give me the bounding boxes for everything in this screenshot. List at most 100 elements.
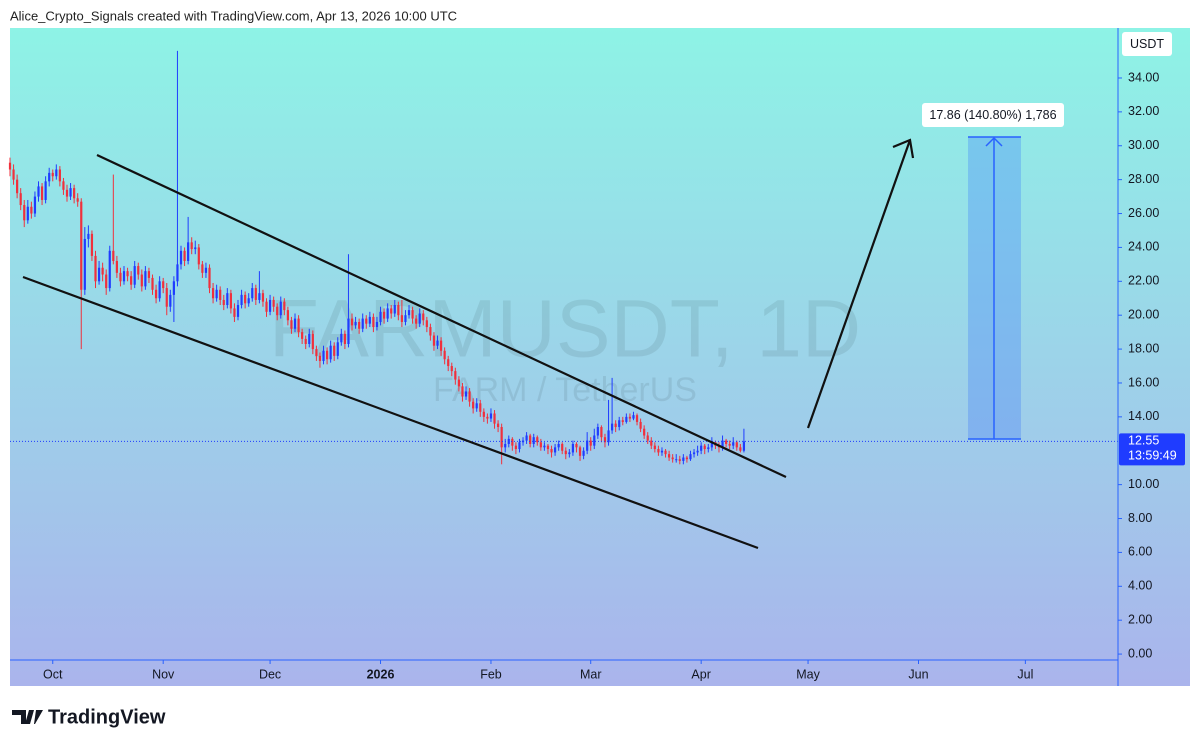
- candle-body: [685, 457, 689, 460]
- candle-body: [343, 333, 346, 344]
- candle-body: [340, 333, 343, 343]
- y-tick-label: 26.00: [1128, 206, 1159, 220]
- candle-body: [176, 264, 179, 282]
- candle-body: [457, 379, 461, 387]
- unit-box: [1122, 32, 1172, 56]
- candle-body: [628, 416, 632, 419]
- candle-body: [646, 435, 649, 441]
- candle-body: [122, 271, 126, 282]
- candle-body: [400, 315, 404, 322]
- candle-body: [432, 335, 436, 346]
- candle-body: [700, 445, 703, 451]
- candle-body: [333, 345, 336, 356]
- candle-body: [286, 310, 289, 321]
- candle-body: [90, 233, 94, 256]
- y-tick-label: 30.00: [1128, 138, 1159, 152]
- candle-body: [447, 359, 450, 367]
- candle-body: [472, 401, 475, 409]
- candle-body: [55, 169, 58, 177]
- candle-body: [575, 443, 578, 448]
- candle-body: [393, 305, 396, 314]
- candle-body: [596, 427, 599, 436]
- candle-body: [732, 442, 735, 446]
- candle-body: [653, 445, 656, 450]
- candle-body: [429, 327, 432, 336]
- y-tick-label: 0.00: [1128, 646, 1152, 660]
- candle-body: [454, 371, 457, 380]
- candle-body: [728, 443, 731, 446]
- candle-body: [550, 449, 553, 453]
- candle-body: [112, 250, 115, 261]
- candle-body: [710, 442, 713, 448]
- candle-body: [119, 272, 122, 282]
- candle-body: [404, 315, 407, 322]
- candle-body: [461, 386, 464, 397]
- x-tick-label: Oct: [43, 667, 63, 681]
- candle-body: [578, 447, 582, 456]
- candle-body: [293, 318, 297, 329]
- candle-body: [425, 320, 428, 328]
- candle-body: [37, 186, 40, 197]
- candle-body: [724, 440, 728, 444]
- x-tick-label: Dec: [259, 667, 281, 681]
- candle-body: [689, 454, 692, 460]
- candle-body: [87, 233, 90, 239]
- candle-body: [422, 313, 425, 321]
- candle-body: [671, 457, 674, 460]
- trend-line-upper: [96, 154, 787, 478]
- y-tick-label: 14.00: [1128, 409, 1159, 423]
- watermark-title: FARMUSDT, 1D: [269, 284, 861, 375]
- x-tick-label: Jun: [908, 667, 928, 681]
- candle-body: [215, 289, 218, 299]
- candle-body: [283, 301, 286, 311]
- candle-body: [721, 440, 724, 448]
- candle-body: [247, 298, 250, 304]
- candle-body: [610, 423, 614, 431]
- candle-body: [226, 293, 229, 306]
- last-price-label: 12.55: [1128, 434, 1159, 448]
- candle-body: [261, 293, 265, 302]
- candle-body: [80, 201, 83, 290]
- candle-body: [172, 281, 175, 295]
- candle-body: [76, 198, 79, 202]
- candle-body: [561, 443, 564, 451]
- candle-body: [297, 318, 300, 333]
- candle-body: [564, 450, 567, 455]
- candle-body: [536, 437, 539, 443]
- candle-body: [361, 318, 364, 329]
- candle-body: [368, 316, 371, 324]
- candle-body: [692, 452, 696, 455]
- x-tick-label: 2026: [367, 667, 395, 681]
- candle-body: [464, 391, 468, 397]
- candle-body: [19, 193, 22, 206]
- candle-body: [436, 340, 439, 346]
- candle-body: [97, 267, 101, 282]
- candle-body: [147, 271, 151, 278]
- candle-body: [696, 450, 699, 453]
- candle-body: [607, 430, 610, 443]
- candle-body: [703, 445, 706, 450]
- y-tick-label: 4.00: [1128, 579, 1152, 593]
- x-tick-label: Jul: [1017, 667, 1033, 681]
- candle-body: [137, 266, 140, 275]
- candle-body: [201, 264, 204, 273]
- candle-body: [211, 288, 215, 299]
- candle-body: [290, 320, 293, 329]
- y-tick-label: 20.00: [1128, 307, 1159, 321]
- candle-body: [311, 333, 314, 350]
- footer-logo: TradingView: [12, 706, 166, 728]
- candle-body: [450, 366, 453, 372]
- candle-body: [489, 413, 493, 419]
- candle-body: [603, 437, 607, 443]
- candle-body: [130, 276, 133, 285]
- candle-body: [557, 443, 560, 448]
- candle-body: [415, 318, 418, 324]
- candle-body: [350, 318, 354, 326]
- y-axis-unit: USDT: [1130, 37, 1164, 51]
- candle-body: [154, 289, 158, 299]
- candle-body: [101, 267, 104, 275]
- candle-body: [358, 321, 361, 329]
- x-tick-label: Mar: [580, 667, 602, 681]
- candle-body: [229, 293, 232, 309]
- candle-body: [158, 281, 161, 299]
